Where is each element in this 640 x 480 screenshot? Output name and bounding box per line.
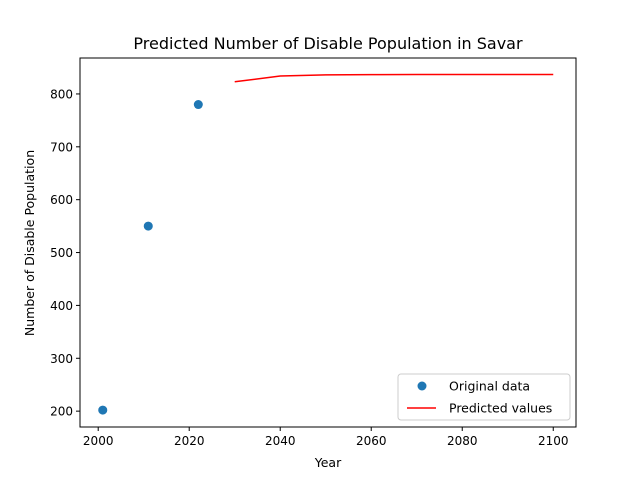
y-tick-label: 300 [50,352,73,366]
axes-frame [79,57,577,428]
y-axis-label: Number of Disable Population [22,150,37,336]
x-tick-label: 2020 [174,434,205,448]
y-tick-label: 400 [50,299,73,313]
y-tick-label: 500 [50,246,73,260]
chart-title: Predicted Number of Disable Population i… [133,34,523,53]
y-tick-label: 200 [50,405,73,419]
legend-label: Predicted values [449,401,552,416]
predicted-values-line [234,73,554,83]
x-axis-label: Year [314,455,342,470]
x-tick-label: 2000 [83,434,114,448]
original-data-point [193,100,203,110]
y-tick-label: 600 [50,193,73,207]
plot-area: 2000 2020 2040 2060 2080 2100 200 300 400 500 600 7… [50,57,577,448]
legend: Original data Predicted values [397,373,571,421]
x-tick-label: 2100 [538,434,569,448]
x-tick-label: 2080 [447,434,478,448]
original-data-point [98,405,108,415]
legend-dot-marker [417,381,427,391]
y-tick-label: 800 [50,87,73,101]
x-tick-label: 2040 [265,434,296,448]
original-data-point [143,221,153,231]
y-tick-label: 700 [50,140,73,154]
legend-box [397,373,571,421]
legend-label: Original data [449,379,530,394]
x-tick-label: 2060 [356,434,387,448]
